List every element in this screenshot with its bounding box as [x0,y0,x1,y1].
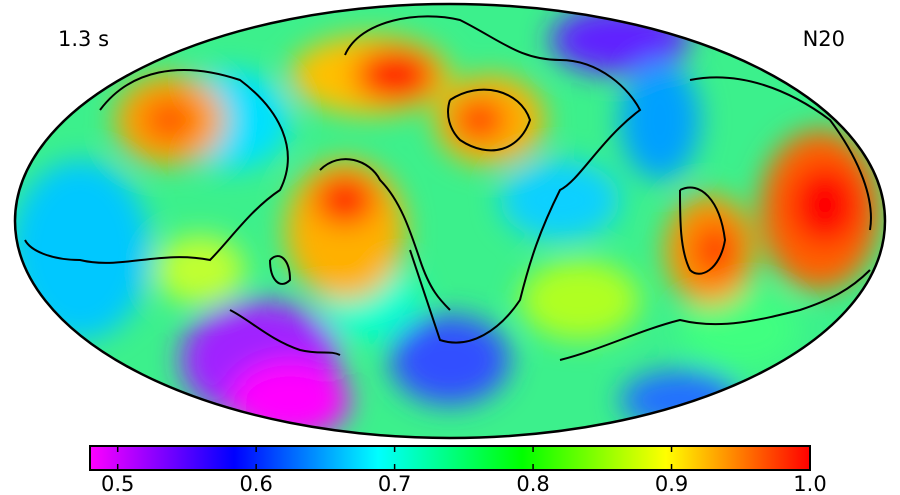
colorbar-tick-label: 0.6 [239,472,272,495]
colorbar-tick-label: 0.8 [516,472,549,495]
colorbar [89,445,811,471]
colorbar-tick-label: 1.0 [793,472,826,495]
model-label: N20 [803,27,845,51]
map-field [15,4,885,438]
colorbar-tick-label: 0.5 [101,472,134,495]
colorbar-tick-label: 0.9 [655,472,688,495]
colorbar-tick-label: 0.7 [378,472,411,495]
map-outline [13,2,887,440]
time-label: 1.3 s [58,27,109,51]
